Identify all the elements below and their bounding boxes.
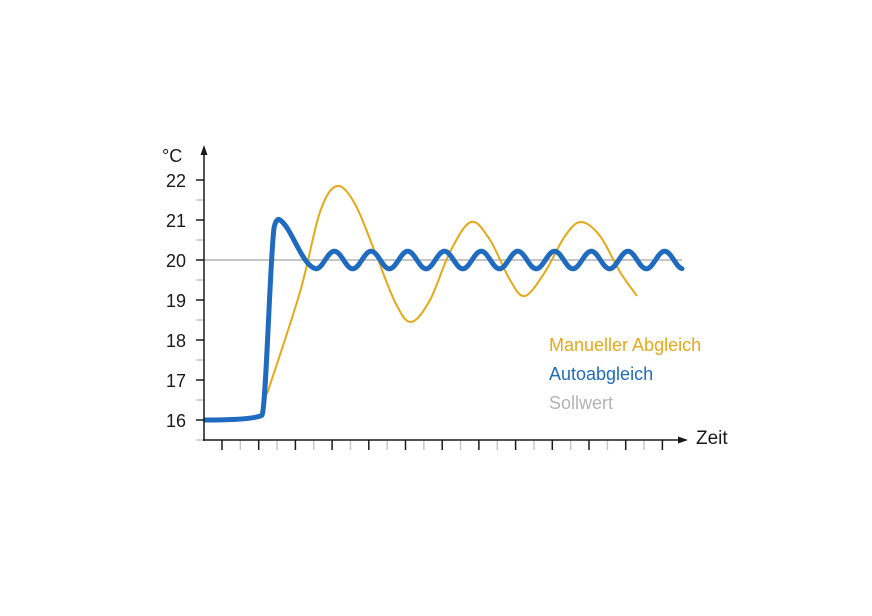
y-axis-ticks [196, 179, 204, 441]
y-tick-label: 22 [166, 171, 186, 191]
y-axis-tick-labels: 16 17 18 19 20 21 22 [166, 171, 186, 431]
x-axis-label: Zeit [696, 428, 728, 449]
auto-series-line [202, 217, 685, 423]
y-axis-arrow-icon [200, 145, 208, 155]
y-tick-label: 21 [166, 211, 186, 231]
legend-manual: Manueller Abgleich [549, 335, 702, 355]
y-tick-label: 16 [166, 411, 186, 431]
manual-series-line [266, 184, 638, 395]
y-tick-label: 20 [166, 251, 186, 271]
legend-auto: Autoabgleich [549, 364, 654, 384]
legend-sollwert: Sollwert [549, 393, 614, 413]
y-tick-label: 18 [166, 331, 186, 351]
y-tick-label: 17 [166, 371, 186, 391]
y-axis-label: °C [162, 146, 183, 166]
x-axis-arrow-icon [678, 436, 688, 444]
x-axis-ticks [221, 440, 664, 450]
y-tick-label: 19 [166, 291, 186, 311]
